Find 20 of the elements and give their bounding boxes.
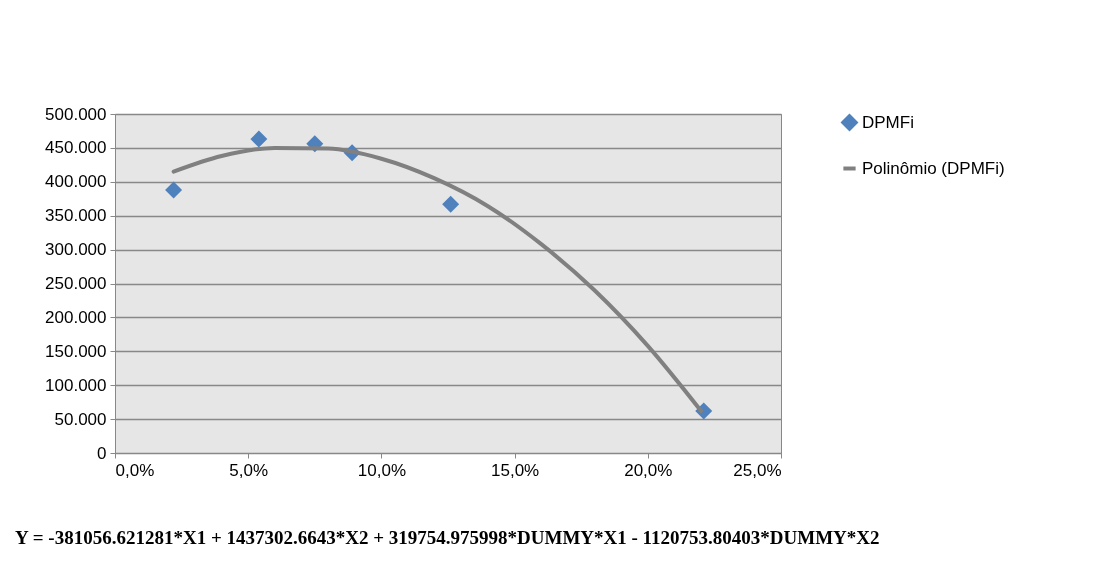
y-tick-label: 300.000 xyxy=(45,240,107,260)
y-tick-label: 450.000 xyxy=(45,138,107,158)
x-tick-label: 25,0% xyxy=(733,460,782,480)
x-tick-label: 15,0% xyxy=(491,460,540,480)
x-tick-label: 0,0% xyxy=(115,460,155,480)
legend-label: DPMFi xyxy=(862,112,914,132)
y-tick-label: 50.000 xyxy=(54,409,107,429)
x-tick-label: 5,0% xyxy=(229,460,269,480)
y-tick-label: 400.000 xyxy=(45,172,107,192)
y-tick-label: 150.000 xyxy=(45,341,107,361)
y-tick-label: 500.000 xyxy=(45,104,107,124)
legend-label: Polinômio (DPMFi) xyxy=(862,158,1005,178)
x-tick-label: 10,0% xyxy=(357,460,406,480)
y-tick-label: 100.000 xyxy=(45,375,107,395)
y-tick-label: 350.000 xyxy=(45,206,107,226)
y-tick-label: 200.000 xyxy=(45,307,107,327)
y-tick-label: 250.000 xyxy=(45,274,107,293)
y-tick-label: 0 xyxy=(97,443,107,463)
x-tick-label: 20,0% xyxy=(624,460,673,480)
text: Y = -381056.621281*X1 + 1437302.6643*X2 + 319754.975998*DUMMY*X1 - 1120753.80403*DUMMY*X2 xyxy=(15,527,880,548)
